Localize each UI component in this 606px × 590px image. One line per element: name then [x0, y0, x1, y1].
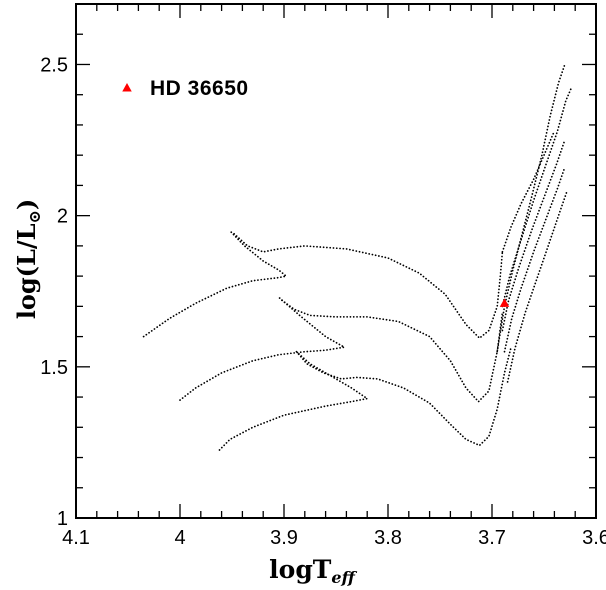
y-tick-label: 1.5 — [40, 357, 68, 379]
star-triangle-marker — [499, 298, 510, 307]
x-tick-label: 3.8 — [374, 527, 402, 549]
y-axis-title-symbol: ⊙ — [25, 210, 44, 223]
y-tick-label: 1 — [57, 508, 68, 530]
x-axis-title-main: logT — [269, 555, 332, 584]
legend-label: HD 36650 — [150, 77, 249, 100]
evolutionary-track — [281, 299, 504, 403]
legend: HD 36650 — [122, 77, 248, 100]
evolutionary-track — [142, 229, 287, 338]
evolutionary-track — [295, 347, 512, 447]
y-axis-title-close: ) — [12, 199, 41, 210]
x-tick-label: 4 — [174, 527, 185, 549]
y-axis-title-main: log(L/L — [12, 223, 41, 319]
y-tick-labels: 1 1.5 2 2.5 — [40, 54, 68, 530]
x-tick-label: 3.6 — [582, 527, 606, 549]
evolutionary-track — [233, 232, 504, 339]
axis-ticks — [75, 3, 597, 519]
evolutionary-track — [218, 350, 369, 451]
evolutionary-track — [506, 190, 568, 383]
y-tick-label: 2.5 — [40, 54, 68, 76]
x-tick-label: 3.7 — [478, 527, 506, 549]
plot-frame — [75, 3, 597, 519]
x-tick-labels: 4.1 4 3.9 3.8 3.7 3.6 — [62, 527, 606, 549]
x-axis-title: logTeff — [269, 555, 357, 587]
y-axis-title: log(L/L⊙) — [12, 199, 44, 320]
star-marker-layer — [499, 298, 510, 307]
evolutionary-track — [179, 296, 346, 401]
x-tick-label: 4.1 — [62, 527, 90, 549]
x-tick-label: 3.9 — [270, 527, 298, 549]
x-axis-title-subscript: eff — [331, 568, 357, 587]
evolutionary-track — [501, 139, 566, 332]
y-tick-label: 2 — [57, 206, 68, 228]
evolutionary-track — [496, 63, 566, 353]
evolutionary-tracks — [142, 63, 572, 451]
evolutionary-track — [503, 166, 566, 353]
legend-triangle-marker — [122, 83, 132, 92]
evolutionary-track — [501, 130, 556, 253]
